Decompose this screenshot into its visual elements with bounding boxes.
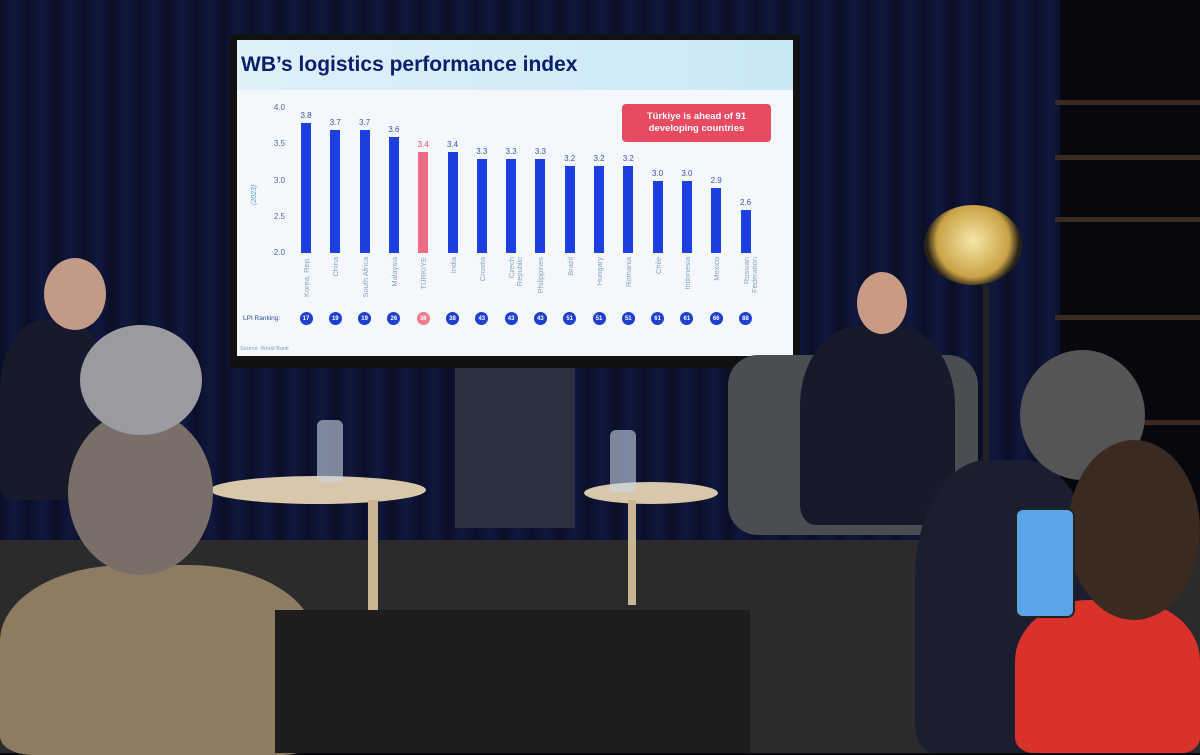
category-label: Mexico [712,257,722,281]
bar [535,158,546,253]
bar-value-label: 2.6 [739,197,752,207]
audience-head [1068,440,1200,620]
lpi-rank-badge: 38 [446,312,459,325]
bar-value-label: 3.3 [534,146,546,156]
y-axis-label: (2023) [251,184,258,205]
right-table-leg [628,500,636,605]
bar [301,122,311,253]
bar-value-label: 3.4 [446,139,459,149]
lpi-rank-badge: 26 [387,312,401,325]
y-tick-label: 3.0 [273,175,285,185]
category-label: Korea, Rep. [302,257,311,298]
lpi-rank-badge: 51 [621,312,635,325]
bar-value-label: 2.9 [710,175,722,185]
right-table [584,482,718,504]
category-label: Czech Republic [507,257,525,287]
lpi-rank-badge: 43 [533,312,547,325]
bar [711,187,722,253]
bar [359,129,370,253]
lpi-rank-badge: 51 [592,312,606,325]
category-label: India [448,257,458,274]
lamp-stand [983,285,989,490]
seat-back [275,610,750,753]
bar [681,180,692,253]
lpi-rank-badge: 51 [563,312,577,325]
presentation-slide: WB’s logistics performance index Türkiye… [237,40,793,356]
bar-value-label: 3.7 [329,117,341,127]
lpi-rank-badge: 43 [475,312,489,325]
category-label: Malaysia [389,257,399,287]
category-label: Russian Federation [741,257,759,293]
bar [388,137,399,253]
category-label: Romania [624,257,634,288]
bar-value-label: 3.2 [593,154,605,163]
source-note: Source: World Bank [240,346,289,352]
lpi-rank-badge: 19 [328,312,342,325]
lpi-rank-badge: 19 [358,312,372,325]
bar [564,166,575,253]
audience-member [1015,600,1200,753]
bar [418,151,429,253]
speaker-body [800,325,955,525]
y-tick-label: 2.5 [273,211,285,221]
lpi-rank-badge: 43 [504,312,518,325]
bar [506,158,517,253]
bar [594,166,604,253]
bar [740,209,751,253]
y-tick-label: 4.0 [273,103,285,112]
slide-header [237,40,793,90]
speaker-head [857,272,907,334]
category-label: Chile [653,257,663,275]
tv-stand [455,368,575,528]
bar-value-label: 3.4 [417,139,429,149]
bar-value-label: 3.2 [622,154,634,163]
bar [623,166,634,253]
category-label: South Africa [360,257,370,298]
slide-title: WB’s logistics performance index [241,53,578,76]
bar [330,129,341,253]
lpi-rank-badge: 88 [739,312,752,325]
bar-value-label: 3.3 [505,146,517,156]
floor-lamp [924,205,1022,285]
smartphone [1015,508,1075,618]
y-tick-label: 3.5 [273,139,285,149]
audience-member [0,565,315,755]
audience-head [68,410,213,575]
lpi-ranking-label: LPI Ranking: [243,315,281,322]
lpi-rank-badge: 66 [709,312,723,325]
bar-value-label: 3.7 [359,117,371,127]
water-bottle [610,430,636,492]
bar-value-label: 3.0 [652,168,664,178]
audience-head [80,325,202,435]
moderator-head [44,258,106,330]
lpi-rank-badge: 61 [651,312,665,325]
lpi-rank-badge: 38 [416,312,430,325]
left-table-leg [368,500,378,615]
category-label: Indonesia [682,257,692,290]
bar [447,151,458,253]
category-label: TÜRKIYE [419,257,429,290]
category-label: Hungary [595,257,604,286]
y-tick-label: 2.0 [273,248,285,257]
bar [652,180,663,253]
bar [476,158,487,253]
bar-value-label: 3.6 [388,125,400,134]
callout-box: Türkiye is ahead of 91 developing countr… [622,104,771,142]
water-bottle [317,420,343,482]
bar-value-label: 3.8 [300,110,312,120]
lpi-rank-badge: 61 [680,312,694,325]
bar-value-label: 3.3 [476,146,488,156]
bar-value-label: 3.0 [681,168,693,178]
category-label: Croatia [477,257,487,282]
lpi-rank-badge: 17 [299,312,313,325]
category-label: Brazil [565,257,575,276]
category-label: Philippines [536,257,546,294]
bar-value-label: 3.2 [564,154,576,163]
category-label: China [331,257,341,277]
